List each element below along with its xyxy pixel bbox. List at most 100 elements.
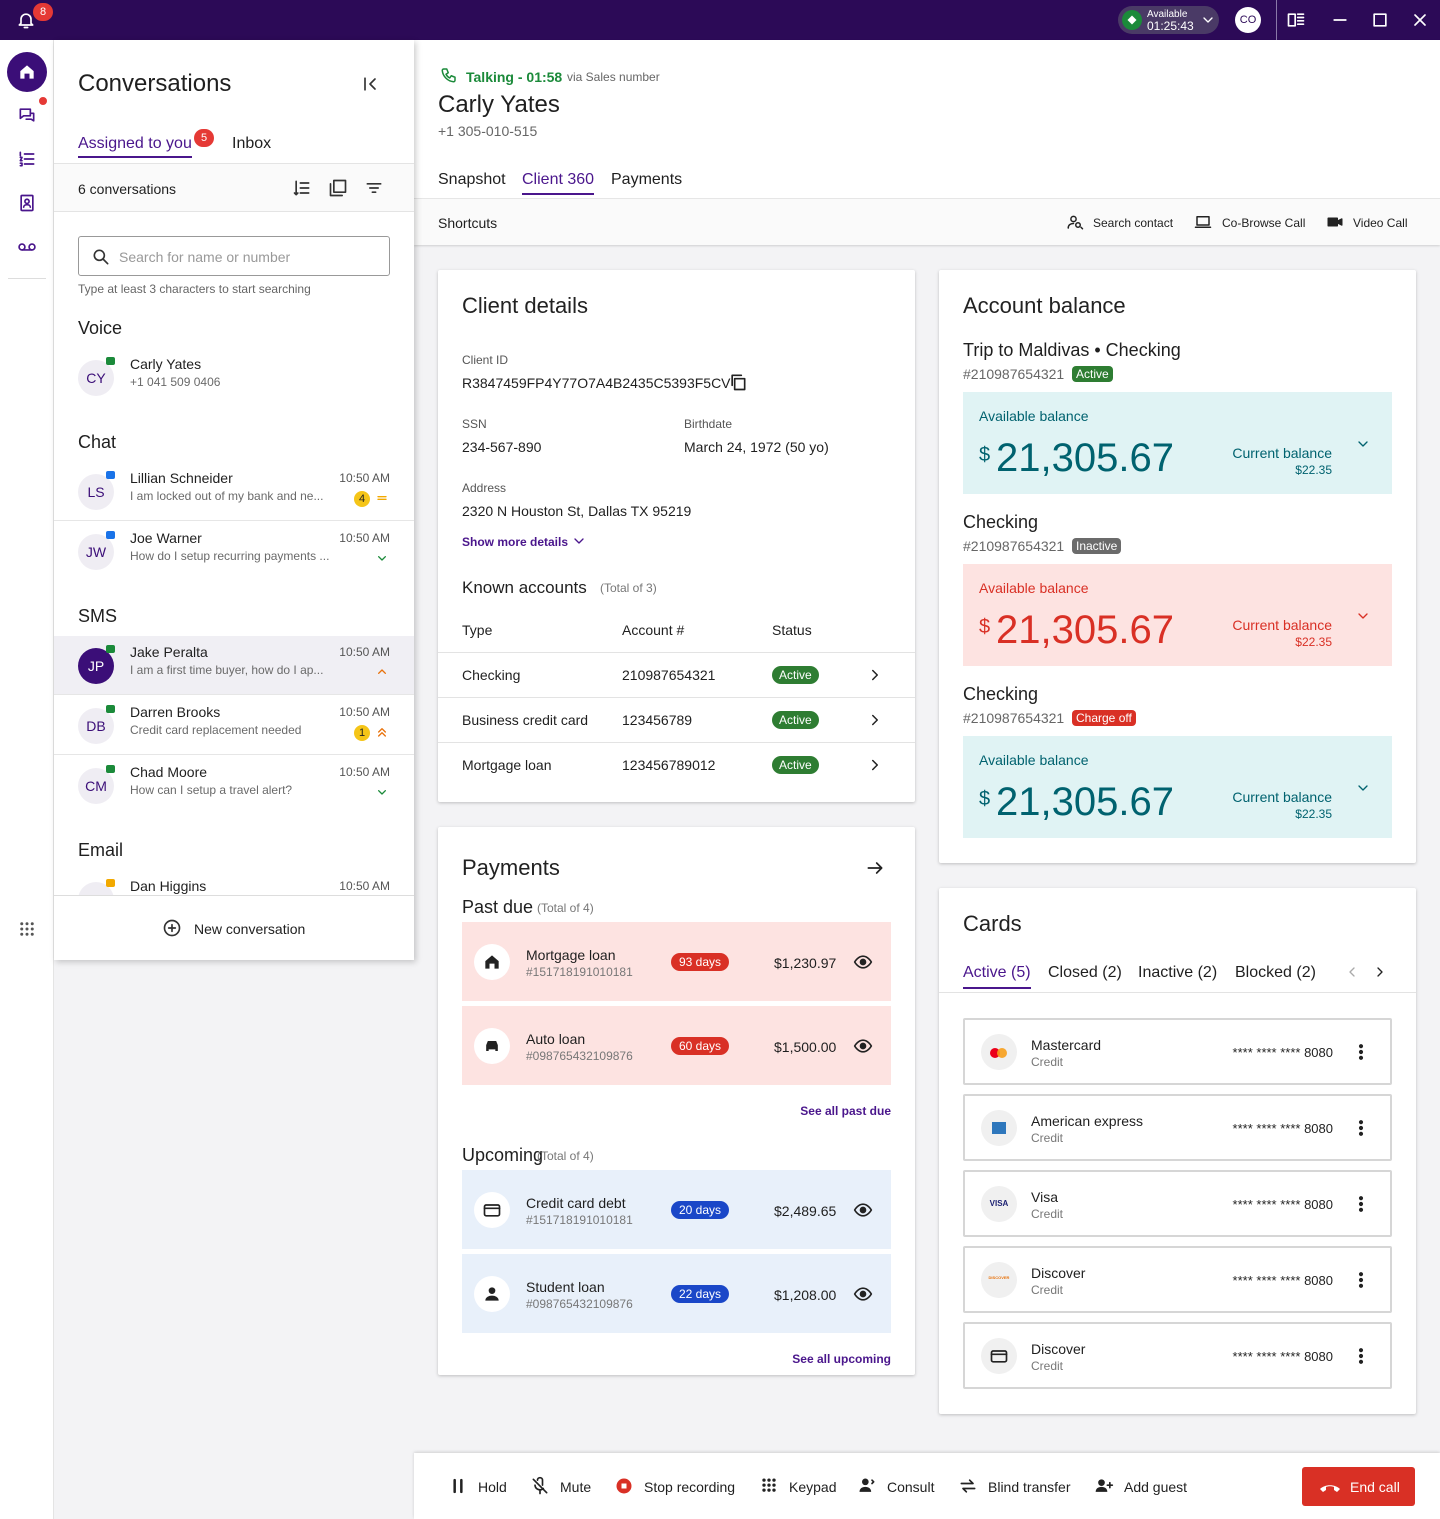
payment-number: #098765432109876	[526, 1049, 633, 1063]
card-item[interactable]: VISA Visa Credit **** **** **** 8080	[963, 1170, 1392, 1237]
icon	[485, 955, 499, 969]
account-row[interactable]: Business credit card 123456789 Active	[438, 697, 915, 742]
balance-label: Available balance	[979, 752, 1089, 768]
card-item[interactable]: Mastercard Credit **** **** **** 8080	[963, 1018, 1392, 1085]
top-bar: 8 Available 01:25:43 CO	[0, 0, 1440, 40]
conversation-item[interactable]: LS Lillian Schneider I am locked out of my…	[54, 462, 414, 521]
payment-icon	[474, 1192, 510, 1228]
payment-item[interactable]: Student loan #098765432109876 22 days $1,20…	[462, 1254, 891, 1333]
payment-number: #151718191010181	[526, 1213, 633, 1227]
card-title: Cards	[963, 911, 1022, 936]
payment-item[interactable]: Credit card debt #151718191010181 20 days $…	[462, 1170, 891, 1249]
icon	[20, 922, 34, 936]
account-row[interactable]: Mortgage loan 123456789012 Active	[438, 742, 915, 787]
shortcut[interactable]: Video Call	[1353, 216, 1408, 230]
icon	[1377, 967, 1383, 977]
card-type: Credit	[1031, 1131, 1064, 1145]
icon	[762, 1478, 776, 1492]
nav-divider	[8, 278, 46, 279]
search-box[interactable]: Search for name or number	[78, 236, 390, 276]
conversation-count: 6 conversations	[78, 181, 177, 197]
card-tab[interactable]: Inactive (2)	[1138, 964, 1218, 981]
account-status: Inactive	[1072, 538, 1122, 554]
avatar: LS	[78, 474, 114, 510]
shortcut[interactable]: Search contact	[1093, 216, 1174, 230]
call-tab[interactable]: Payments	[611, 171, 683, 188]
end-call-button[interactable]: End call	[1302, 1467, 1415, 1506]
payments-card: Payments Past due (Total of 4) Mortgage loa…	[438, 827, 915, 1375]
call-tab[interactable]: Snapshot	[438, 171, 506, 188]
conversation-item[interactable]: DH Dan Higgins 10:50 AM	[54, 870, 414, 895]
card-item[interactable]: Discover Credit **** **** **** 8080	[963, 1322, 1392, 1389]
icon	[1358, 1348, 1364, 1364]
icon	[377, 496, 387, 500]
conversation-item[interactable]: CY Carly Yates +1 041 509 0406	[54, 348, 414, 407]
icon	[532, 1476, 548, 1495]
see-all[interactable]: See all past due	[800, 1104, 891, 1118]
conversation-item[interactable]: JW Joe Warner How do I setup recurring pay…	[54, 522, 414, 581]
field-label: Address	[462, 481, 507, 495]
conversation-item[interactable]: JP Jake Peralta I am a first time buyer, h…	[54, 636, 414, 695]
conversation-item[interactable]: DB Darren Brooks Credit card replacement n…	[54, 696, 414, 755]
nav-home[interactable]	[7, 52, 47, 92]
contact-name: Carly Yates	[130, 356, 202, 372]
call-status: Talking - 01:58	[466, 69, 563, 85]
avatar: DH	[78, 882, 114, 895]
icon	[859, 1478, 875, 1492]
card-item[interactable]: DISCOVER Discover Credit **** **** **** 808…	[963, 1246, 1392, 1313]
icon	[853, 1203, 873, 1217]
icon	[1327, 217, 1343, 227]
contact-name: Dan Higgins	[130, 878, 207, 894]
show-more[interactable]: Show more details	[462, 535, 569, 549]
see-all[interactable]: See all upcoming	[792, 1352, 891, 1366]
time: 10:50 AM	[339, 879, 390, 893]
icon	[486, 1041, 498, 1051]
call-tab[interactable]: Client 360	[522, 171, 595, 195]
card-tab[interactable]: Blocked (2)	[1235, 964, 1316, 981]
end-call-label: End call	[1350, 1479, 1400, 1495]
icon	[485, 1287, 499, 1301]
call-action-label: Consult	[887, 1479, 935, 1495]
card-logo	[981, 1338, 1017, 1374]
column-header: Type	[462, 622, 493, 638]
tab-assigned[interactable]: Assigned to you	[78, 135, 192, 158]
new-conversation[interactable]: New conversation	[54, 895, 414, 960]
shortcut[interactable]: Co-Browse Call	[1222, 216, 1306, 230]
tab-divider	[939, 992, 1416, 993]
icon	[853, 1039, 873, 1053]
conversation-item[interactable]: CM Chad Moore How can I setup a travel ale…	[54, 756, 414, 815]
payment-item[interactable]: Mortgage loan #151718191010181 93 days $1,2…	[462, 922, 891, 1001]
payment-item[interactable]: Auto loan #098765432109876 60 days $1,500.0…	[462, 1006, 891, 1085]
balance-box[interactable]: Available balance $21,305.67 Current balan…	[963, 564, 1392, 666]
icon	[872, 669, 878, 681]
channel-marker	[106, 357, 115, 365]
card-logo: DISCOVER	[981, 1262, 1017, 1298]
field-label: Client ID	[462, 353, 509, 367]
payment-amount: $2,489.65	[774, 1203, 837, 1219]
panel-title: Conversations	[78, 70, 232, 97]
payment-name: Student loan	[526, 1279, 605, 1295]
balance-box[interactable]: Available balance $21,305.67 Current balan…	[963, 736, 1392, 838]
status-selector[interactable]: Available 01:25:43	[1118, 6, 1219, 34]
time: 10:50 AM	[339, 705, 390, 719]
icon	[1067, 215, 1084, 230]
balance-box[interactable]: Available balance $21,305.67 Current balan…	[963, 392, 1392, 494]
card-logo-text: VISA	[989, 1199, 1009, 1208]
card-tab[interactable]: Closed (2)	[1048, 964, 1122, 981]
icon	[453, 1478, 463, 1494]
card-item[interactable]: American express Credit **** **** **** 808…	[963, 1094, 1392, 1161]
status-badge: Active	[772, 666, 819, 684]
known-accounts-title: Known accounts	[462, 578, 587, 597]
card-tab[interactable]: Active (5)	[963, 964, 1031, 989]
time: 10:50 AM	[339, 645, 390, 659]
tab-inbox[interactable]: Inbox	[232, 135, 272, 152]
account-status: Charge off	[1072, 710, 1136, 726]
account-row[interactable]: Checking 210987654321 Active	[438, 652, 915, 697]
days-badge: 93 days	[671, 953, 730, 971]
card-name: Mastercard	[1031, 1037, 1102, 1053]
card-name: Discover	[1031, 1265, 1086, 1281]
user-avatar[interactable]: CO	[1235, 7, 1261, 33]
icon	[1203, 17, 1213, 23]
card-type: Credit	[1031, 1055, 1064, 1069]
